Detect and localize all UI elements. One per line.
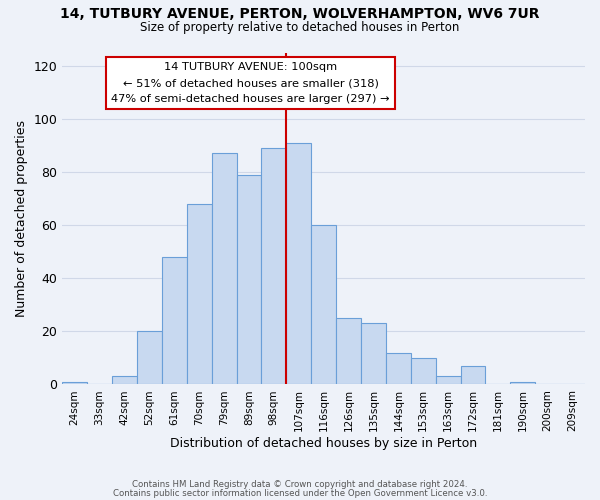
Bar — [311, 225, 336, 384]
Text: Size of property relative to detached houses in Perton: Size of property relative to detached ho… — [140, 21, 460, 34]
Bar — [62, 382, 87, 384]
Bar — [411, 358, 436, 384]
Bar — [262, 148, 286, 384]
Bar — [137, 332, 162, 384]
Bar — [187, 204, 212, 384]
Bar — [286, 143, 311, 384]
Bar — [361, 324, 386, 384]
Text: 14 TUTBURY AVENUE: 100sqm
← 51% of detached houses are smaller (318)
47% of semi: 14 TUTBURY AVENUE: 100sqm ← 51% of detac… — [111, 62, 390, 104]
Bar — [336, 318, 361, 384]
Bar — [511, 382, 535, 384]
Bar — [436, 376, 461, 384]
Bar — [212, 154, 236, 384]
Y-axis label: Number of detached properties: Number of detached properties — [15, 120, 28, 317]
Bar — [112, 376, 137, 384]
Bar — [461, 366, 485, 384]
Text: Contains HM Land Registry data © Crown copyright and database right 2024.: Contains HM Land Registry data © Crown c… — [132, 480, 468, 489]
Bar — [236, 174, 262, 384]
Text: Contains public sector information licensed under the Open Government Licence v3: Contains public sector information licen… — [113, 488, 487, 498]
Bar — [162, 257, 187, 384]
X-axis label: Distribution of detached houses by size in Perton: Distribution of detached houses by size … — [170, 437, 477, 450]
Text: 14, TUTBURY AVENUE, PERTON, WOLVERHAMPTON, WV6 7UR: 14, TUTBURY AVENUE, PERTON, WOLVERHAMPTO… — [60, 8, 540, 22]
Bar — [386, 352, 411, 384]
